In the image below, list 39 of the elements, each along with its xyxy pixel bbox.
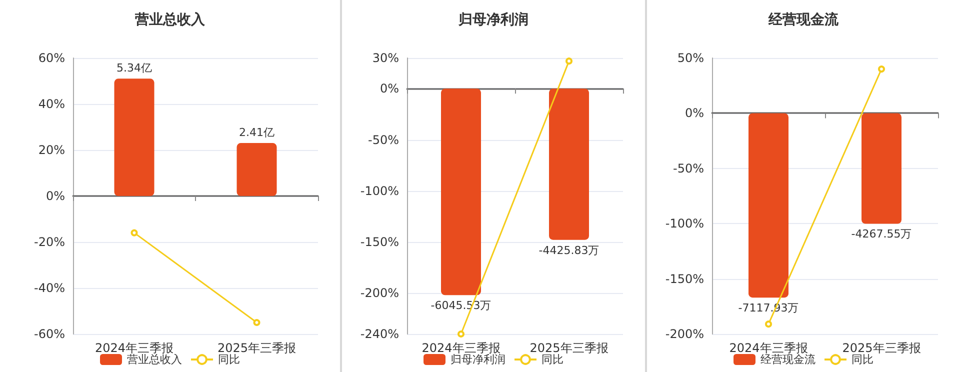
y-tick-label: 0% bbox=[46, 189, 65, 203]
y-tick-label: -200% bbox=[360, 286, 399, 300]
y-tick-label: -150% bbox=[665, 272, 704, 286]
y-tick-label: 30% bbox=[372, 51, 399, 65]
legend-label: 同比 bbox=[852, 353, 874, 366]
y-tick-label: -100% bbox=[665, 216, 704, 231]
y-tick-label: 50% bbox=[677, 51, 704, 65]
y-tick-label: -60% bbox=[34, 327, 65, 341]
legend-label: 营业总收入 bbox=[127, 353, 182, 366]
y-tick-label: -100% bbox=[360, 184, 399, 198]
y-tick-label: -150% bbox=[360, 235, 399, 249]
chart-title: 营业总收入 bbox=[134, 12, 206, 28]
y-tick-label: 60% bbox=[38, 51, 65, 65]
chart-title: 归母净利润 bbox=[458, 11, 528, 28]
y-tick-label: -200% bbox=[665, 327, 704, 341]
data-label: -4425.83万 bbox=[538, 244, 600, 257]
data-label: -4267.55万 bbox=[851, 228, 912, 241]
y-tick-label: 0% bbox=[684, 106, 704, 120]
y-tick-label: 0% bbox=[380, 82, 399, 96]
data-label: 5.34亿 bbox=[116, 62, 152, 75]
y-tick-label: 20% bbox=[38, 143, 65, 157]
y-tick-label: -50% bbox=[368, 132, 399, 147]
y-tick-label: -40% bbox=[34, 281, 65, 295]
legend-label: 同比 bbox=[542, 353, 564, 366]
x-tick-label: 2024年三季报 bbox=[94, 341, 174, 355]
chart-title: 经营现金流 bbox=[768, 11, 840, 28]
y-tick-label: -20% bbox=[34, 235, 65, 249]
x-tick-label: 2024年三季报 bbox=[422, 341, 500, 355]
legend-label: 同比 bbox=[218, 353, 240, 366]
y-tick-label: -240% bbox=[360, 327, 399, 341]
legend-label: 归母净利润 bbox=[450, 353, 506, 366]
x-tick-label: 2025年三季报 bbox=[217, 341, 296, 355]
x-tick-label: 2025年三季报 bbox=[842, 341, 921, 355]
y-tick-label: 40% bbox=[38, 97, 65, 111]
legend-label: 经营现金流 bbox=[760, 353, 816, 366]
x-tick-label: 2024年三季报 bbox=[729, 341, 808, 355]
y-tick-label: -50% bbox=[672, 161, 704, 176]
data-label: 2.41亿 bbox=[239, 126, 274, 140]
x-tick-label: 2025年三季报 bbox=[530, 341, 608, 355]
